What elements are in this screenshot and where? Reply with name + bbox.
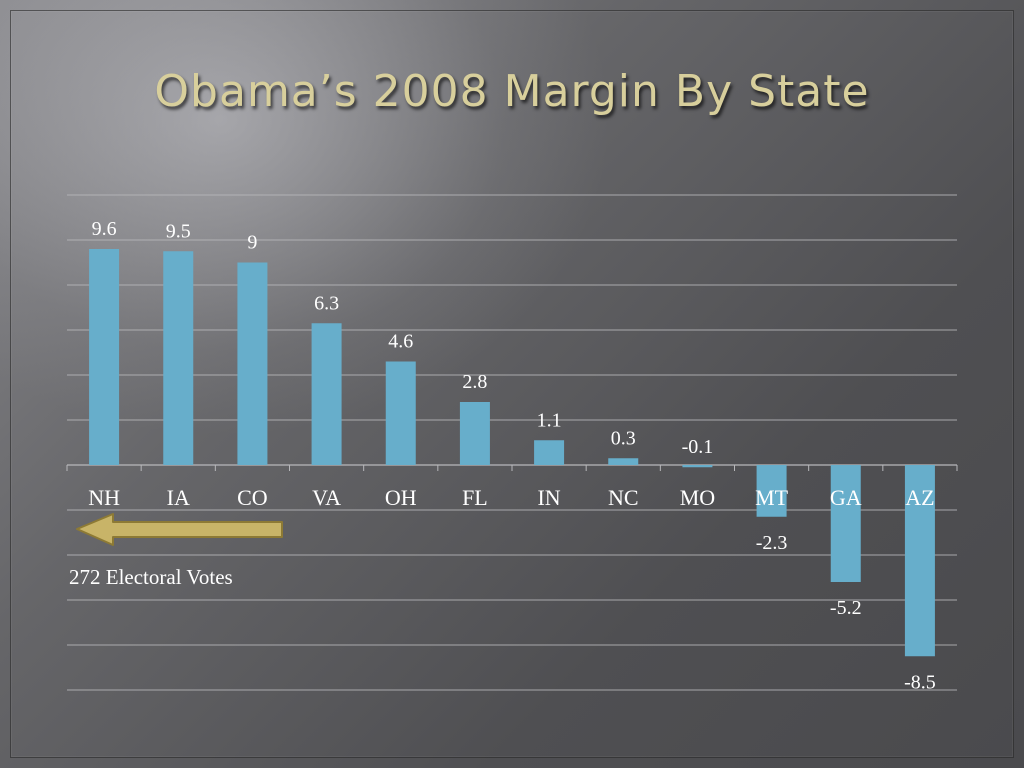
bar-va	[311, 323, 342, 465]
x-tick-label-oh: OH	[385, 485, 417, 510]
x-tick-label-mt: MT	[755, 485, 789, 510]
bar-nh	[89, 249, 120, 465]
bar-in	[534, 440, 565, 465]
x-tick-label-co: CO	[237, 485, 268, 510]
x-tick-label-va: VA	[312, 485, 341, 510]
bar-fl	[459, 402, 490, 465]
x-tick-label-ga: GA	[830, 485, 862, 510]
data-label-in: 1.1	[537, 409, 562, 431]
x-tick-label-nh: NH	[88, 485, 120, 510]
data-label-co: 9	[247, 232, 257, 254]
x-tick-label-in: IN	[537, 485, 560, 510]
data-label-mt: -2.3	[756, 532, 788, 554]
electoral-votes-label: 272 Electoral Votes	[69, 565, 233, 589]
bar-mo	[682, 465, 713, 468]
data-label-va: 6.3	[314, 292, 339, 314]
data-label-nh: 9.6	[92, 218, 117, 240]
data-label-az: -8.5	[904, 671, 936, 693]
slide-frame	[10, 10, 1014, 758]
data-label-mo: -0.1	[682, 436, 714, 458]
bar-mt	[756, 465, 787, 517]
data-label-ia: 9.5	[166, 220, 191, 242]
data-label-nc: 0.3	[611, 427, 636, 449]
x-tick-label-nc: NC	[608, 485, 639, 510]
data-label-fl: 2.8	[462, 371, 487, 393]
bar-nc	[608, 458, 639, 465]
data-label-ga: -5.2	[830, 597, 862, 619]
left-arrow-icon	[76, 513, 283, 546]
x-tick-label-az: AZ	[905, 485, 934, 510]
bar-oh	[385, 361, 416, 465]
x-tick-label-mo: MO	[680, 485, 715, 510]
bar-ga	[830, 465, 861, 582]
bar-co	[237, 262, 268, 465]
x-tick-label-ia: IA	[167, 485, 190, 510]
bar-ia	[163, 251, 194, 465]
data-label-oh: 4.6	[388, 331, 413, 353]
slide-title: Obama’s 2008 Margin By State	[154, 66, 870, 117]
x-tick-label-fl: FL	[462, 485, 488, 510]
bar-az	[904, 465, 935, 657]
